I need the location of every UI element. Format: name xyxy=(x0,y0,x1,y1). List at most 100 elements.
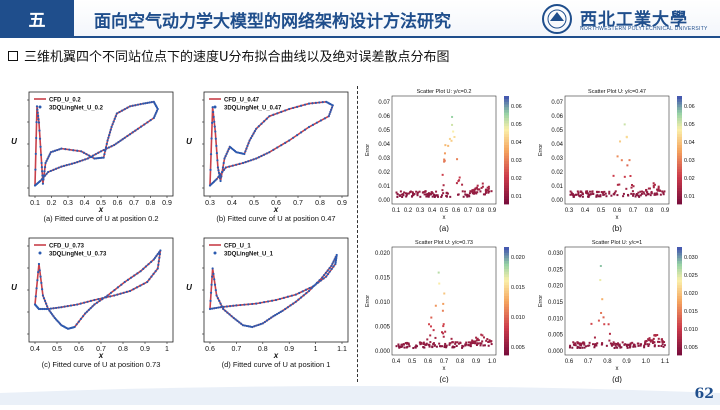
colorbar-segment xyxy=(677,141,682,145)
colorbar-segment xyxy=(504,101,509,105)
colorbar-segment xyxy=(504,147,509,151)
error-point xyxy=(398,346,401,349)
error-point xyxy=(465,343,468,346)
prediction-point xyxy=(41,170,44,173)
error-point xyxy=(571,192,574,195)
prediction-point xyxy=(235,304,238,307)
prediction-point xyxy=(72,303,76,307)
error-point xyxy=(653,344,656,347)
cfd-curve xyxy=(209,100,334,187)
colorbar-segment xyxy=(677,271,682,275)
prediction-point xyxy=(263,153,266,156)
prediction-point xyxy=(249,137,253,140)
x-tick-label: 0.9 xyxy=(472,359,481,365)
error-point xyxy=(441,345,444,348)
colorbar-tick-label: 0.005 xyxy=(511,345,525,351)
error-point xyxy=(593,346,596,349)
colorbar-segment xyxy=(504,104,509,108)
error-point xyxy=(476,184,479,187)
error-point xyxy=(597,195,600,198)
prediction-point xyxy=(58,322,62,325)
error-point xyxy=(570,191,573,194)
error-point xyxy=(404,342,407,345)
y-tick-label: 0.005 xyxy=(375,325,391,331)
error-point xyxy=(657,185,660,188)
error-point xyxy=(602,316,605,319)
prediction-point xyxy=(335,257,338,260)
error-point xyxy=(458,176,461,179)
error-point xyxy=(638,195,641,198)
error-point xyxy=(592,343,595,346)
error-point xyxy=(645,188,648,191)
y-axis-label: Error xyxy=(365,144,371,156)
prediction-point xyxy=(53,316,56,320)
colorbar-segment xyxy=(504,201,509,205)
error-point xyxy=(587,344,590,347)
error-point xyxy=(603,193,606,196)
prediction-point xyxy=(46,157,49,160)
colorbar-segment xyxy=(677,252,682,256)
prediction-point xyxy=(108,134,111,137)
colorbar-segment xyxy=(677,171,682,175)
error-point xyxy=(614,190,617,193)
prediction-point xyxy=(209,299,212,302)
error-point xyxy=(486,186,489,189)
colorbar-tick-label: 0.04 xyxy=(511,140,522,146)
prediction-point xyxy=(56,319,59,322)
error-point xyxy=(418,190,421,193)
colorbar-segment xyxy=(677,328,682,332)
error-point xyxy=(655,192,658,195)
prediction-point xyxy=(315,121,319,124)
colorbar-segment xyxy=(504,144,509,148)
prediction-point xyxy=(81,315,85,318)
colorbar-segment xyxy=(504,306,509,310)
prediction-point xyxy=(209,153,213,156)
prediction-point xyxy=(222,305,225,308)
colorbar-segment xyxy=(504,314,509,318)
error-point xyxy=(454,341,457,344)
error-point xyxy=(634,345,637,348)
prediction-point xyxy=(217,169,220,172)
error-point xyxy=(580,344,583,347)
prediction-point xyxy=(36,108,39,111)
prediction-point xyxy=(34,183,38,186)
prediction-point xyxy=(290,294,293,297)
colorbar-segment xyxy=(677,114,682,118)
prediction-point xyxy=(128,133,132,136)
prediction-point xyxy=(43,170,46,173)
legend-pred-label: 3DQLingNet_U_0.47 xyxy=(224,106,282,112)
colorbar-segment xyxy=(677,249,682,253)
error-point xyxy=(581,192,584,195)
error-point xyxy=(432,342,435,345)
colorbar-segment xyxy=(677,106,682,110)
prediction-point xyxy=(139,103,142,106)
y-tick-label: 0.05 xyxy=(551,128,563,134)
error-point xyxy=(442,335,445,338)
colorbar-tick-label: 0.02 xyxy=(684,176,695,182)
prediction-point xyxy=(55,306,58,310)
x-tick-label: 0.7 xyxy=(293,200,303,207)
error-point xyxy=(480,342,483,345)
prediction-point xyxy=(60,165,63,168)
fit-caption: (a) Fitted curve of U at position 0.2 xyxy=(43,214,158,223)
error-point xyxy=(428,323,431,326)
colorbar-segment xyxy=(504,125,509,129)
error-point xyxy=(488,339,491,342)
prediction-point xyxy=(132,288,135,291)
y-tick-label: 0.02 xyxy=(378,170,390,176)
error-point xyxy=(599,194,602,197)
prediction-point xyxy=(77,320,80,323)
prediction-point xyxy=(131,131,134,134)
error-point xyxy=(644,341,647,344)
error-point xyxy=(442,302,445,305)
error-point xyxy=(637,191,640,194)
error-point xyxy=(641,190,644,193)
error-point xyxy=(441,194,444,197)
x-tick-label: 0.8 xyxy=(476,208,485,214)
prediction-point xyxy=(52,168,55,171)
error-point xyxy=(406,345,409,348)
prediction-point xyxy=(241,161,245,165)
prediction-point xyxy=(270,316,273,319)
error-point xyxy=(412,347,415,350)
error-point xyxy=(448,343,451,346)
